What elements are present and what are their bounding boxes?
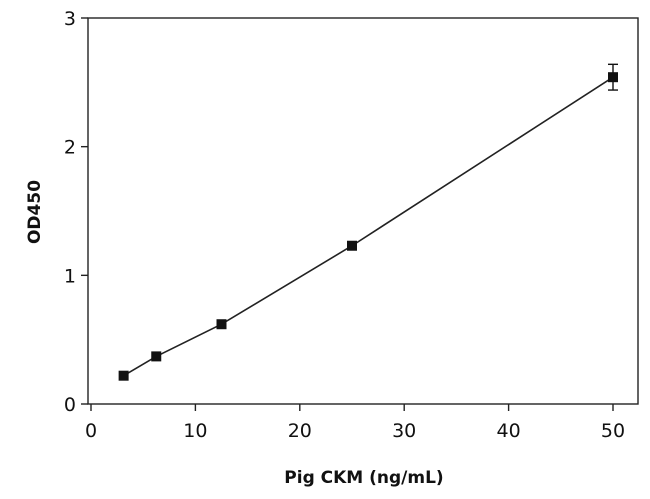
fit-curve xyxy=(123,76,614,377)
data-point xyxy=(347,240,357,251)
y-tick-label: 1 xyxy=(64,265,76,287)
x-axis-title: Pig CKM (ng/mL) xyxy=(284,468,443,488)
x-tick-label: 30 xyxy=(392,420,416,442)
y-tick-label: 3 xyxy=(64,8,76,30)
y-tick-label: 2 xyxy=(64,137,76,159)
axes-layer xyxy=(87,17,639,405)
y-axis-title: OD450 xyxy=(25,180,45,244)
y-tick-label: 0 xyxy=(64,394,76,416)
x-tick-label: 50 xyxy=(601,420,625,442)
x-tick-label: 20 xyxy=(288,420,312,442)
data-point xyxy=(216,319,227,330)
data-point xyxy=(151,351,162,362)
data-point xyxy=(118,370,129,381)
x-tick-label: 0 xyxy=(85,420,97,442)
x-tick-label: 10 xyxy=(183,420,207,442)
plot-frame xyxy=(87,17,639,405)
curve-layer xyxy=(123,76,614,377)
marker-layer xyxy=(118,72,618,381)
data-point xyxy=(608,72,618,83)
x-tick-label: 40 xyxy=(497,420,521,442)
